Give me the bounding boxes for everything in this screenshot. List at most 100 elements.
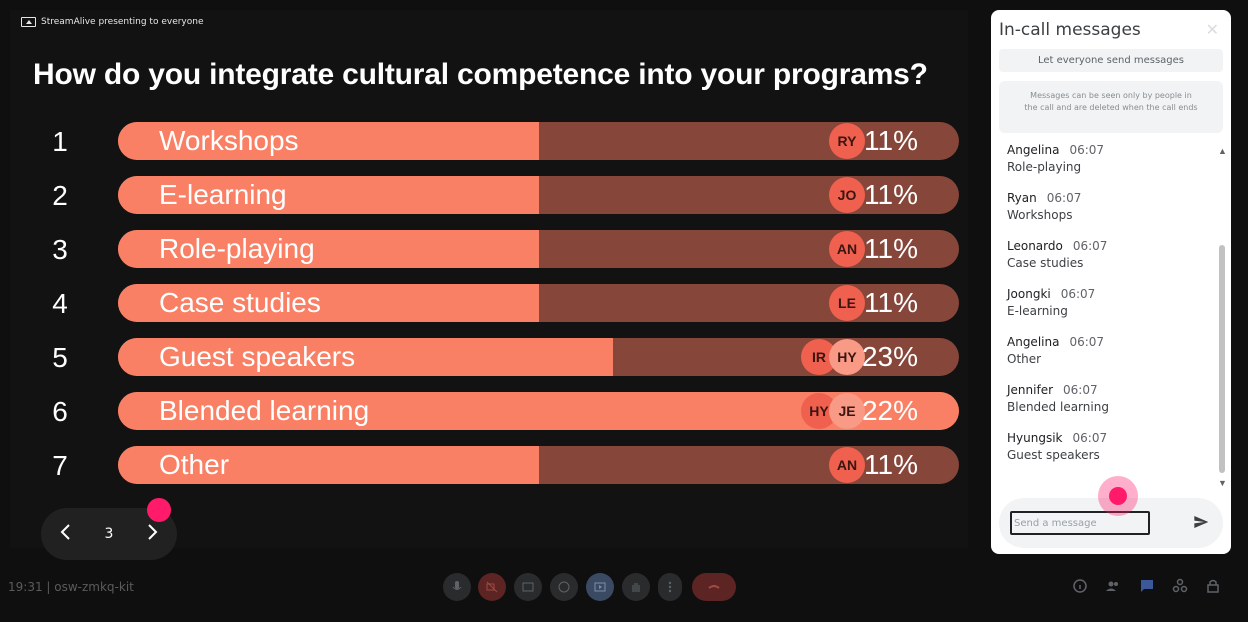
message-time: 06:07 xyxy=(1069,335,1105,349)
poll-option-row: 5 Guest speakers IR HY 23% xyxy=(10,338,968,376)
send-icon[interactable] xyxy=(1193,514,1209,530)
message-time: 06:07 xyxy=(1069,143,1105,157)
voter-avatars: IR HY xyxy=(801,339,865,375)
option-percent: 11% xyxy=(864,233,918,264)
message-text: E-learning xyxy=(1007,304,1068,318)
presentation-stage: StreamAlive presenting to everyone How d… xyxy=(10,10,968,548)
option-bar: Blended learning HY JE 22% xyxy=(118,392,959,430)
poll-option-row: 2 E-learning JO 11% xyxy=(10,176,968,214)
poll-option-row: 4 Case studies LE 11% xyxy=(10,284,968,322)
message-item: Angelina 06:07 Other xyxy=(1007,331,1207,379)
message-author: Ryan xyxy=(1007,191,1037,205)
page-navigator: 3 xyxy=(41,508,177,560)
page-number: 3 xyxy=(104,526,114,542)
avatar: AN xyxy=(829,447,865,483)
previous-page-button[interactable] xyxy=(59,521,73,547)
message-time: 06:07 xyxy=(1072,239,1108,253)
option-number: 6 xyxy=(52,396,68,427)
camera-button[interactable] xyxy=(478,573,506,601)
voter-avatars: AN xyxy=(829,447,865,483)
option-label: Blended learning xyxy=(159,395,370,426)
raise-hand-button[interactable] xyxy=(622,573,650,601)
chat-icon[interactable] xyxy=(1139,578,1155,594)
option-bar: Other AN 11% xyxy=(118,446,959,484)
in-call-messages-panel: In-call messages ✕ Let everyone send mes… xyxy=(991,10,1231,554)
option-number: 4 xyxy=(52,288,68,319)
chevron-left-icon xyxy=(60,524,70,540)
present-button[interactable] xyxy=(586,573,614,601)
avatar: JE xyxy=(829,393,865,429)
people-icon[interactable] xyxy=(1105,578,1121,594)
message-item: Angelina 06:07 Role-playing xyxy=(1007,139,1207,187)
message-author: Angelina xyxy=(1007,143,1060,157)
option-percent: 11% xyxy=(864,449,918,480)
option-bar: Guest speakers IR HY 23% xyxy=(118,338,959,376)
presenting-text: StreamAlive presenting to everyone xyxy=(41,17,204,27)
option-label: Case studies xyxy=(159,287,321,318)
info-icon[interactable] xyxy=(1072,578,1088,594)
option-label: Guest speakers xyxy=(159,341,356,372)
more-options-button[interactable] xyxy=(658,573,682,601)
poll-option-row: 6 Blended learning HY JE 22% xyxy=(10,392,968,430)
option-percent: 11% xyxy=(864,287,918,318)
host-controls-icon[interactable] xyxy=(1205,578,1221,594)
close-panel-button[interactable]: ✕ xyxy=(1206,20,1219,40)
voter-avatars: LE xyxy=(829,285,865,321)
message-composer xyxy=(999,498,1223,548)
option-percent: 11% xyxy=(864,179,918,210)
message-author: Leonardo xyxy=(1007,239,1063,253)
avatar: HY xyxy=(829,339,865,375)
option-bar: Case studies LE 11% xyxy=(118,284,959,322)
message-text: Guest speakers xyxy=(1007,448,1100,462)
click-indicator xyxy=(1098,476,1138,516)
message-time: 06:07 xyxy=(1060,287,1096,301)
option-percent: 22% xyxy=(861,395,918,426)
option-bar-fill xyxy=(118,230,540,268)
message-author: Jennifer xyxy=(1007,383,1054,397)
activities-icon[interactable] xyxy=(1172,578,1188,594)
option-bar-fill xyxy=(118,338,614,376)
scroll-down-arrow[interactable]: ▼ xyxy=(1218,478,1227,488)
option-number: 3 xyxy=(52,234,68,265)
message-item: Leonardo 06:07 Case studies xyxy=(1007,235,1207,283)
emoji-icon xyxy=(558,581,570,593)
messages-info-note: Messages can be seen only by people in t… xyxy=(999,81,1223,133)
message-text: Blended learning xyxy=(1007,400,1109,414)
end-call-icon xyxy=(708,585,720,589)
message-item: Jennifer 06:07 Blended learning xyxy=(1007,379,1207,427)
message-text: Role-playing xyxy=(1007,160,1082,174)
option-label: Other xyxy=(159,449,230,480)
voter-avatars: AN xyxy=(829,231,865,267)
chevron-right-icon xyxy=(148,524,158,540)
message-author: Hyungsik xyxy=(1007,431,1063,445)
let-everyone-send-toggle[interactable]: Let everyone send messages xyxy=(999,49,1223,72)
option-bar: E-learning JO 11% xyxy=(118,176,959,214)
option-bar: Workshops RY 11% xyxy=(118,122,959,160)
message-input[interactable] xyxy=(1010,511,1150,535)
present-to-all-icon xyxy=(21,17,36,27)
poll-option-row: 3 Role-playing AN 11% xyxy=(10,230,968,268)
scroll-up-arrow[interactable]: ▲ xyxy=(1218,146,1227,156)
option-bar: Role-playing AN 11% xyxy=(118,230,959,268)
cursor-indicator xyxy=(147,498,171,522)
message-item: Ryan 06:07 Workshops xyxy=(1007,187,1207,235)
end-call-button[interactable] xyxy=(692,573,736,601)
captions-button[interactable] xyxy=(514,573,542,601)
option-bar-fill xyxy=(118,446,540,484)
emoji-button[interactable] xyxy=(550,573,578,601)
message-time: 06:07 xyxy=(1072,431,1108,445)
mic-button[interactable] xyxy=(443,573,471,601)
message-list: Angelina 06:07 Role-playing Ryan 06:07 Worksh… xyxy=(1007,139,1207,475)
presenting-banner: StreamAlive presenting to everyone xyxy=(21,17,204,27)
message-author: Angelina xyxy=(1007,335,1060,349)
avatar: LE xyxy=(829,285,865,321)
next-page-button[interactable] xyxy=(145,521,159,547)
option-percent: 11% xyxy=(864,125,918,156)
option-label: E-learning xyxy=(159,179,287,210)
mic-icon xyxy=(452,581,462,590)
avatar: JO xyxy=(829,177,865,213)
option-bar-fill xyxy=(118,284,540,322)
message-text: Case studies xyxy=(1007,256,1084,270)
scrollbar-thumb[interactable] xyxy=(1219,245,1225,473)
avatar: AN xyxy=(829,231,865,267)
